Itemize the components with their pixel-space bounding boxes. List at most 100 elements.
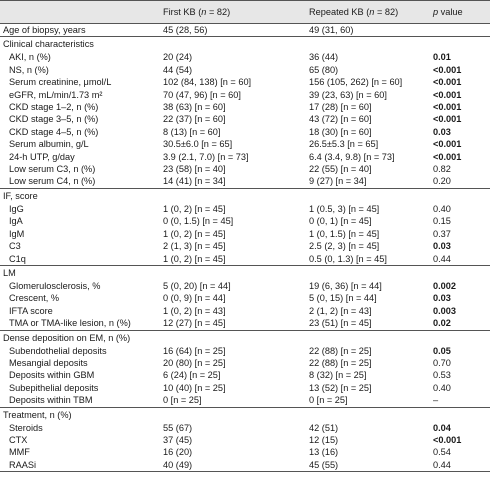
table-row: 24-h UTP, g/day 3.9 (2.1, 7.0) [n = 73] 6.…: [0, 151, 490, 163]
row-label-cell: CKD stage 4–5, n (%): [9, 126, 99, 137]
p-value-cell: –: [430, 394, 490, 408]
repeated-kb-cell: 17 (28) [n = 60]: [309, 102, 372, 113]
row-label-cell: Glomerulosclerosis, %: [9, 280, 101, 291]
first-kb-cell: 44 (54): [163, 64, 193, 75]
row-label-cell: Subendothelial deposits: [9, 345, 107, 356]
row-label-cell: Age of biopsy, years: [0, 23, 160, 38]
first-kb-cell: 0 (0, 9) [n = 44]: [163, 293, 226, 304]
repeated-kb-cell: 65 (80): [309, 64, 339, 75]
table-row: C1q 1 (0, 2) [n = 45] 0.5 (0, 1.3) [n = 45…: [0, 252, 490, 266]
first-kb-cell: 30.5±6.0 [n = 65]: [163, 139, 233, 150]
p-value-cell: 0.37: [433, 228, 451, 239]
repeated-kb-cell: 22 (88) [n = 25]: [309, 357, 372, 368]
p-value-cell: 0.44: [430, 252, 490, 266]
p-value-cell: <0.001: [433, 139, 462, 150]
table-row: NS, n (%) 44 (54) 65 (80) <0.001: [0, 64, 490, 76]
table-row: CTX 37 (45) 12 (15) <0.001: [0, 434, 490, 446]
first-kb-cell: 0 [n = 25]: [160, 394, 306, 408]
first-kb-cell: 3.9 (2.1, 7.0) [n = 73]: [163, 151, 249, 162]
p-value-cell: 0.01: [433, 52, 451, 63]
row-label-cell: IFTA score: [9, 305, 53, 316]
row-label-cell: Crescent, %: [9, 293, 60, 304]
first-kb-cell: 8 (13) [n = 60]: [163, 126, 221, 137]
table-row: Steroids 55 (67) 42 (51) 0.04: [0, 422, 490, 434]
first-kb-cell: 20 (80) [n = 25]: [163, 357, 226, 368]
header-repeated-kb: Repeated KB (n = 82): [306, 0, 430, 24]
table-row: CKD stage 4–5, n (%) 8 (13) [n = 60] 18 (3…: [0, 126, 490, 138]
repeated-kb-cell: 39 (23, 63) [n = 60]: [309, 89, 387, 100]
table-row: Age of biopsy, years 45 (28, 56) 49 (31, 6…: [0, 23, 490, 38]
first-kb-cell: 1 (0, 2) [n = 45]: [163, 228, 226, 239]
table-row: Subendothelial deposits 16 (64) [n = 25] 2…: [0, 345, 490, 357]
table-row: MMF 16 (20) 13 (16) 0.54: [0, 446, 490, 458]
row-label-cell: CKD stage 1–2, n (%): [9, 102, 99, 113]
table-row: Mesangial deposits 20 (80) [n = 25] 22 (88…: [0, 357, 490, 369]
p-value-cell: 0.20: [430, 175, 490, 189]
comparison-table: First KB (n = 82) Repeated KB (n = 82) p…: [0, 0, 490, 473]
row-label-cell: CTX: [9, 434, 28, 445]
table-row: eGFR, mL/min/1.73 m² 70 (47, 96) [n = 60]…: [0, 89, 490, 101]
repeated-kb-cell: 49 (31, 60): [306, 23, 430, 38]
row-label-cell: IgM: [9, 228, 25, 239]
section-header-row: Dense deposition on EM, n (%): [0, 329, 490, 345]
first-kb-cell: 2 (1, 3) [n = 45]: [163, 241, 226, 252]
row-label-cell: Deposits within GBM: [9, 370, 95, 381]
first-kb-cell: 102 (84, 138) [n = 60]: [163, 77, 252, 88]
repeated-kb-cell: 13 (16): [309, 447, 339, 458]
repeated-kb-cell: 0.5 (0, 1.3) [n = 45]: [306, 252, 430, 266]
repeated-kb-cell: 0 (0, 1) [n = 45]: [309, 216, 372, 227]
table-row: CKD stage 1–2, n (%) 38 (63) [n = 60] 17 (…: [0, 101, 490, 113]
repeated-kb-cell: 22 (55) [n = 40]: [309, 164, 372, 175]
header-characteristic: [0, 0, 160, 24]
first-kb-cell: 14 (41) [n = 34]: [160, 175, 306, 189]
p-value-cell: 0.44: [430, 458, 490, 473]
p-value-cell: 0.40: [433, 203, 451, 214]
repeated-kb-cell: 5 (0, 15) [n = 44]: [309, 293, 377, 304]
p-value-cell: 0.82: [433, 164, 451, 175]
header-row: First KB (n = 82) Repeated KB (n = 82) p…: [0, 0, 490, 24]
p-value-cell: 0.15: [433, 216, 451, 227]
section-header-row: LM: [0, 264, 490, 280]
p-value-cell: 0.53: [433, 370, 451, 381]
p-value-cell: 0.04: [433, 422, 451, 433]
first-kb-cell: 55 (67): [163, 422, 193, 433]
row-label-cell: CKD stage 3–5, n (%): [9, 114, 99, 125]
row-label-cell: C3: [9, 241, 21, 252]
p-value-cell: 0.03: [433, 126, 451, 137]
p-value-cell: <0.001: [433, 64, 462, 75]
section-title: LM: [0, 264, 490, 280]
repeated-kb-cell: 23 (51) [n = 45]: [306, 317, 430, 331]
row-label-cell: eGFR, mL/min/1.73 m²: [9, 89, 103, 100]
first-kb-cell: 5 (0, 20) [n = 44]: [163, 280, 231, 291]
first-kb-cell: 20 (24): [163, 52, 193, 63]
repeated-kb-cell: 156 (105, 262) [n = 60]: [309, 77, 403, 88]
first-kb-cell: 22 (37) [n = 60]: [163, 114, 226, 125]
table-row: Low serum C4, n (%) 14 (41) [n = 34] 9 (27…: [0, 175, 490, 189]
first-kb-cell: 45 (28, 56): [160, 23, 306, 38]
first-kb-cell: 37 (45): [163, 434, 193, 445]
row-label-cell: IgG: [9, 203, 24, 214]
section-header-row: Treatment, n (%): [0, 406, 490, 422]
first-kb-cell: 16 (20): [163, 447, 193, 458]
section-title: Clinical characteristics: [0, 36, 490, 52]
repeated-kb-cell: 22 (88) [n = 25]: [309, 345, 372, 356]
table-row: Subepithelial deposits 10 (40) [n = 25] 13…: [0, 382, 490, 394]
first-kb-cell: 38 (63) [n = 60]: [163, 102, 226, 113]
p-value-cell: <0.001: [433, 114, 462, 125]
first-kb-cell: 70 (47, 96) [n = 60]: [163, 89, 241, 100]
p-value-cell: <0.001: [433, 151, 462, 162]
row-label-cell: Mesangial deposits: [9, 357, 88, 368]
repeated-kb-cell: 19 (6, 36) [n = 44]: [309, 280, 382, 291]
table-row: IgM 1 (0, 2) [n = 45] 1 (0, 1.5) [n = 45] 0…: [0, 228, 490, 240]
p-value-cell: <0.001: [433, 89, 462, 100]
row-label-cell: IgA: [9, 216, 23, 227]
row-label-cell: 24-h UTP, g/day: [9, 151, 75, 162]
p-value-cell: [430, 23, 490, 38]
section-header-row: Clinical characteristics: [0, 36, 490, 52]
p-value-cell: 0.40: [433, 382, 451, 393]
repeated-kb-cell: 45 (55): [306, 458, 430, 473]
repeated-kb-cell: 36 (44): [309, 52, 339, 63]
row-label-cell: Serum albumin, g/L: [9, 139, 89, 150]
table-row: Serum creatinine, μmol/L 102 (84, 138) [n…: [0, 76, 490, 88]
repeated-kb-cell: 18 (30) [n = 60]: [309, 126, 372, 137]
